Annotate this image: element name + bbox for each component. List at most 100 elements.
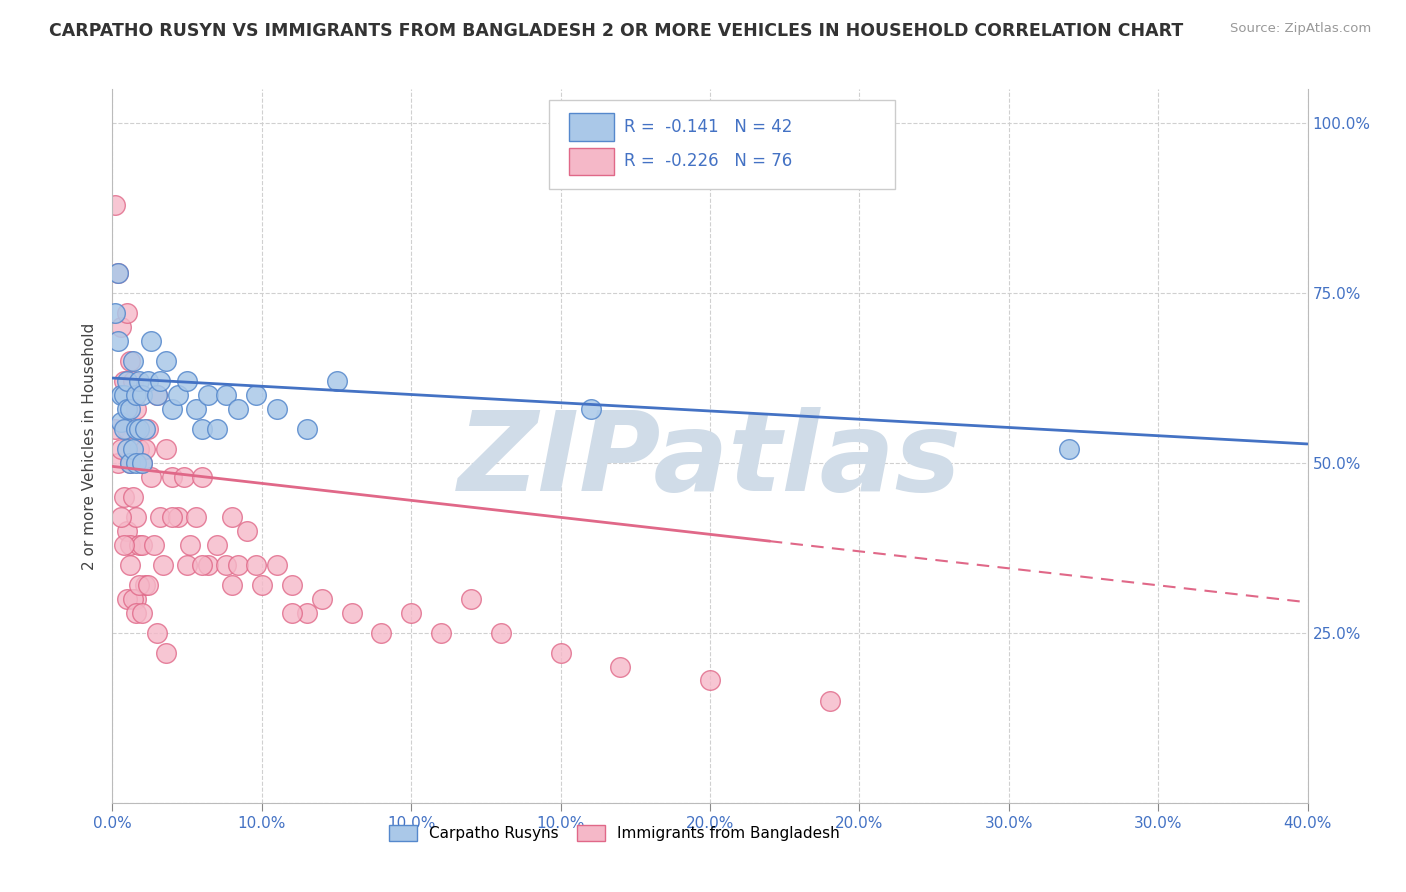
Bar <box>569 113 614 141</box>
Point <box>245 558 267 572</box>
Point <box>120 401 142 416</box>
Point <box>117 442 139 457</box>
Point <box>186 401 208 416</box>
Point <box>340 606 363 620</box>
Point <box>114 375 135 389</box>
Point <box>818 694 841 708</box>
Bar <box>569 148 614 175</box>
Point <box>125 456 148 470</box>
Point <box>134 442 156 457</box>
Point <box>460 591 482 606</box>
Point <box>128 537 150 551</box>
Point <box>122 591 145 606</box>
Point <box>128 422 150 436</box>
Point <box>489 626 512 640</box>
FancyBboxPatch shape <box>548 100 896 189</box>
Point <box>370 626 392 640</box>
Point <box>107 334 129 348</box>
Point <box>114 388 135 402</box>
Text: CARPATHO RUSYN VS IMMIGRANTS FROM BANGLADESH 2 OR MORE VEHICLES IN HOUSEHOLD COR: CARPATHO RUSYN VS IMMIGRANTS FROM BANGLA… <box>49 22 1184 40</box>
Text: Source: ZipAtlas.com: Source: ZipAtlas.com <box>1230 22 1371 36</box>
Point <box>179 537 201 551</box>
Point <box>125 388 148 402</box>
Point <box>146 388 169 402</box>
Point <box>205 422 228 436</box>
Point <box>155 646 177 660</box>
Point <box>1057 442 1080 457</box>
Point <box>162 469 183 483</box>
Point <box>197 558 219 572</box>
Point <box>146 388 169 402</box>
Point <box>162 510 183 524</box>
Point <box>120 558 142 572</box>
Point <box>104 306 127 320</box>
Point <box>152 558 174 572</box>
Point <box>281 606 304 620</box>
Point <box>266 401 288 416</box>
Point <box>162 401 183 416</box>
Point <box>131 456 153 470</box>
Point <box>205 537 228 551</box>
Point <box>131 537 153 551</box>
Text: ZIPatlas: ZIPatlas <box>458 407 962 514</box>
Point <box>131 456 153 470</box>
Point <box>128 375 150 389</box>
Point <box>117 306 139 320</box>
Point <box>122 354 145 368</box>
Point <box>107 456 129 470</box>
Point <box>155 442 177 457</box>
Point <box>550 646 572 660</box>
Point <box>134 422 156 436</box>
Point <box>266 558 288 572</box>
Point <box>699 673 721 688</box>
Point <box>176 558 198 572</box>
Point <box>110 415 132 429</box>
Point <box>430 626 453 640</box>
Point <box>125 401 148 416</box>
Point <box>120 456 142 470</box>
Point <box>325 375 347 389</box>
Point <box>236 524 259 538</box>
Point <box>110 388 132 402</box>
Point <box>146 626 169 640</box>
Point <box>107 266 129 280</box>
Point <box>117 422 139 436</box>
Point <box>110 320 132 334</box>
Point <box>117 524 139 538</box>
Point <box>191 422 214 436</box>
Point <box>149 375 172 389</box>
Point <box>191 469 214 483</box>
Point <box>104 422 127 436</box>
Point <box>149 510 172 524</box>
Point <box>250 578 273 592</box>
Point <box>311 591 333 606</box>
Point <box>114 537 135 551</box>
Point <box>197 388 219 402</box>
Legend: Carpatho Rusyns, Immigrants from Bangladesh: Carpatho Rusyns, Immigrants from Banglad… <box>381 817 848 848</box>
Point <box>579 401 602 416</box>
Text: R =  -0.141   N = 42: R = -0.141 N = 42 <box>624 118 793 136</box>
Point <box>122 442 145 457</box>
Point <box>167 388 190 402</box>
Point <box>226 558 249 572</box>
Point <box>122 375 145 389</box>
Point <box>155 354 177 368</box>
Point <box>401 606 423 620</box>
Point <box>110 442 132 457</box>
Point <box>125 606 148 620</box>
Point <box>167 510 190 524</box>
Point <box>125 510 148 524</box>
Point <box>295 422 318 436</box>
Point <box>131 388 153 402</box>
Y-axis label: 2 or more Vehicles in Household: 2 or more Vehicles in Household <box>82 322 97 570</box>
Point <box>117 375 139 389</box>
Point <box>104 198 127 212</box>
Point <box>128 442 150 457</box>
Point <box>281 578 304 592</box>
Point <box>138 422 160 436</box>
Point <box>186 510 208 524</box>
Point <box>226 401 249 416</box>
Point <box>125 422 148 436</box>
Point <box>138 578 160 592</box>
Point <box>120 456 142 470</box>
